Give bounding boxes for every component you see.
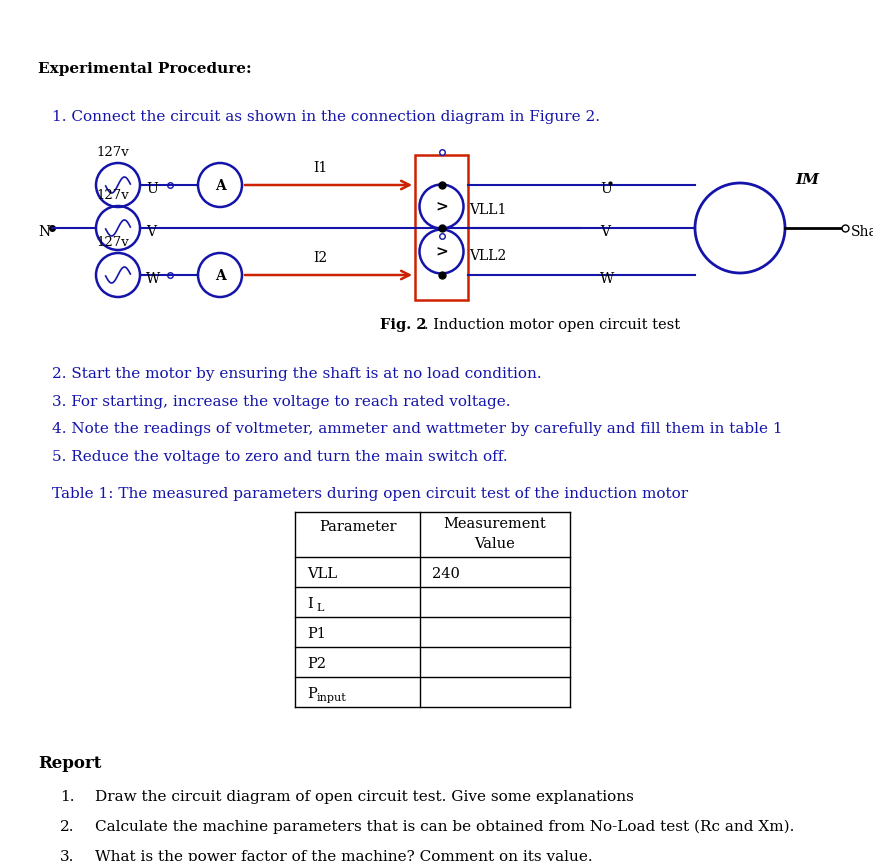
Text: 2. Start the motor by ensuring the shaft is at no load condition.: 2. Start the motor by ensuring the shaft… <box>52 367 541 381</box>
Text: 5. Reduce the voltage to zero and turn the main switch off.: 5. Reduce the voltage to zero and turn t… <box>52 450 507 464</box>
Text: >: > <box>435 245 448 259</box>
Text: V: V <box>146 225 156 239</box>
Text: Report: Report <box>38 755 101 772</box>
Text: U: U <box>600 182 612 196</box>
Text: IM: IM <box>795 173 819 187</box>
Text: I2: I2 <box>313 251 327 265</box>
Text: Table 1: The measured parameters during open circuit test of the induction motor: Table 1: The measured parameters during … <box>52 487 688 501</box>
Text: L: L <box>316 603 323 613</box>
Text: Parameter: Parameter <box>319 520 396 534</box>
Text: . Induction motor open circuit test: . Induction motor open circuit test <box>424 318 680 332</box>
Text: VLL: VLL <box>307 567 337 581</box>
Text: 1. Connect the circuit as shown in the connection diagram in Figure 2.: 1. Connect the circuit as shown in the c… <box>52 110 600 124</box>
Text: >: > <box>435 201 448 214</box>
Text: Shaft: Shaft <box>851 225 873 239</box>
Bar <box>415 155 468 300</box>
Text: 1.: 1. <box>60 790 74 804</box>
Text: A: A <box>215 179 225 193</box>
Text: Fig. 2: Fig. 2 <box>380 318 427 332</box>
Text: N: N <box>38 225 50 239</box>
Text: Measurement: Measurement <box>443 517 546 531</box>
Text: 2.: 2. <box>60 820 74 834</box>
Text: 4. Note the readings of voltmeter, ammeter and wattmeter by carefully and fill t: 4. Note the readings of voltmeter, ammet… <box>52 422 782 436</box>
Text: VLL1: VLL1 <box>470 203 507 218</box>
Text: A: A <box>215 269 225 283</box>
Text: U: U <box>146 182 158 196</box>
Text: Value: Value <box>475 537 515 551</box>
Text: W: W <box>600 272 615 286</box>
Text: input: input <box>317 693 347 703</box>
Text: P: P <box>307 687 317 701</box>
Text: P2: P2 <box>307 657 326 671</box>
Text: What is the power factor of the machine? Comment on its value.: What is the power factor of the machine?… <box>95 850 593 861</box>
Text: I1: I1 <box>313 161 327 175</box>
Text: 127v: 127v <box>97 146 129 159</box>
Text: Draw the circuit diagram of open circuit test. Give some explanations: Draw the circuit diagram of open circuit… <box>95 790 634 804</box>
Text: 127v: 127v <box>97 236 129 249</box>
Text: 3.: 3. <box>60 850 74 861</box>
Text: 3. For starting, increase the voltage to reach rated voltage.: 3. For starting, increase the voltage to… <box>52 395 511 409</box>
Text: V: V <box>600 225 610 239</box>
Text: I: I <box>307 597 313 611</box>
Text: 127v: 127v <box>97 189 129 202</box>
Text: P1: P1 <box>307 627 326 641</box>
Text: 240: 240 <box>432 567 460 581</box>
Text: Experimental Procedure:: Experimental Procedure: <box>38 62 251 76</box>
Text: W: W <box>146 272 161 286</box>
Text: Calculate the machine parameters that is can be obtained from No-Load test (Rc a: Calculate the machine parameters that is… <box>95 820 794 834</box>
Text: VLL2: VLL2 <box>470 249 506 263</box>
